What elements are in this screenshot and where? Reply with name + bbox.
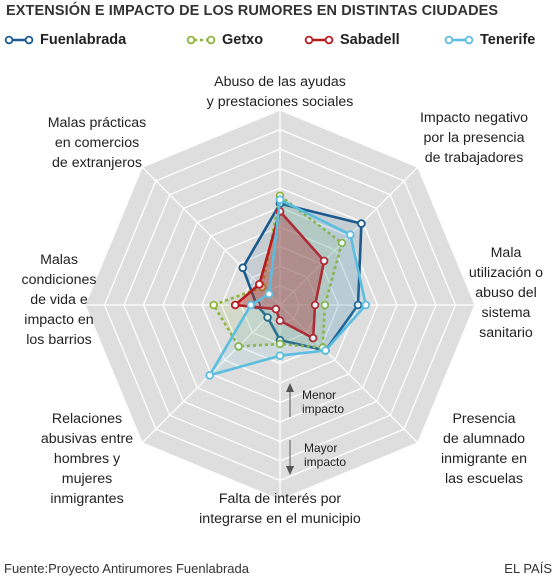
axis-label-1: Abuso de las ayudas y prestaciones social… (190, 72, 370, 112)
axis-label-line: por la presencia (423, 130, 525, 146)
axis-label-line: Mala (490, 245, 522, 261)
data-point (345, 230, 355, 240)
less-impact-note: Menor impacto (302, 388, 344, 416)
axis-label-6: Relaciones abusivas entre hombres y mujeres… (18, 409, 156, 509)
data-point (320, 300, 330, 310)
series-tenerife (205, 195, 371, 380)
legend-item-getxo: Getxo (186, 30, 263, 50)
more-impact-line2: impacto (304, 455, 347, 469)
data-point (205, 370, 215, 380)
legend-swatch (186, 35, 216, 45)
axis-label-line: abuso del (475, 285, 537, 301)
data-point (263, 313, 272, 322)
axis-label-line: sistema (481, 305, 531, 321)
data-point (308, 333, 318, 343)
axis-label-line: Malas (40, 252, 78, 268)
data-point (321, 346, 330, 355)
legend-swatch (4, 35, 34, 45)
axis-label-7: Malas condiciones de vida e impacto en los b… (0, 250, 118, 350)
axis-label-line: de extranjeros (52, 155, 142, 171)
data-point (275, 351, 285, 361)
axis-label-line: Malas prácticas (47, 115, 147, 131)
axis-label-line: de alumnado (442, 431, 526, 447)
data-point (234, 342, 243, 351)
axis-label-line: abusivas entre (40, 431, 134, 447)
axis-label-line: mujeres (61, 471, 113, 487)
series-area (209, 199, 366, 376)
axis-label-line: los barrios (26, 332, 92, 348)
brand-logo: EL PAÍS (504, 561, 552, 576)
axis-label-line: Impacto negativo (419, 110, 529, 126)
data-point (246, 300, 256, 310)
data-point (319, 256, 329, 266)
source-note: Fuente:Proyecto Antirumores Fuenlabrada (4, 561, 249, 576)
data-point (275, 195, 285, 205)
radar-spoke (279, 304, 419, 444)
legend-item-sabadell: Sabadell (304, 30, 400, 50)
axis-label-line: inmigrantes (50, 491, 124, 507)
data-point (271, 304, 281, 314)
legend-swatch (444, 35, 474, 45)
less-impact-arrowhead (286, 383, 294, 392)
legend-label: Tenerife (480, 32, 536, 48)
axis-label-line: impacto en (24, 312, 94, 328)
legend-item-tenerife: Tenerife (444, 30, 535, 50)
axis-label-3: Mala utilización o abuso del sistema sanitar… (456, 243, 556, 343)
axis-label-line: utilización o (468, 265, 544, 281)
data-point (264, 289, 274, 299)
axis-label-line: Presencia (452, 411, 516, 427)
data-point (209, 300, 219, 310)
axis-label-line: inmigrante en (441, 451, 527, 467)
data-point (353, 300, 363, 310)
axis-label-line: de vida e (30, 292, 88, 308)
axis-label-line: en comercios (54, 135, 140, 151)
axis-label-2: Impacto negativo por la presencia de traba… (396, 108, 552, 168)
legend-label: Getxo (222, 32, 264, 48)
axis-label-4: Presencia de alumnado inmigrante en las esc… (418, 409, 550, 489)
data-point (357, 219, 366, 228)
axis-label-line: Falta de interés por (218, 491, 342, 507)
axis-label-line: las escuelas (444, 471, 524, 487)
axis-label-line: Abuso de las ayudas (214, 74, 346, 90)
more-impact-note: Mayor impacto (304, 441, 346, 469)
axis-label-5: Falta de interés por integrarse en el mun… (172, 489, 388, 529)
data-point (230, 300, 240, 310)
axis-label-line: sanitario (479, 325, 533, 341)
data-point (361, 300, 371, 310)
legend-swatch (304, 35, 334, 45)
series-area (213, 195, 342, 348)
data-point (275, 339, 285, 349)
more-impact-line1: Mayor (304, 441, 338, 455)
axis-label-8: Malas prácticas en comercios de extranjero… (24, 113, 170, 173)
data-point (337, 238, 347, 248)
axis-label-line: y prestaciones sociales (206, 94, 354, 110)
axis-label-line: hombres y (53, 451, 121, 467)
legend-item-fuenlabrada: Fuenlabrada (4, 30, 126, 50)
axis-label-line: de trabajadores (424, 150, 524, 166)
data-point (254, 279, 264, 289)
data-point (275, 316, 285, 325)
axis-label-line: integrarse en el municipio (199, 511, 361, 527)
data-point (310, 300, 320, 310)
series-sabadell (230, 207, 329, 343)
more-impact-arrowhead (286, 466, 294, 475)
less-impact-line1: Menor (302, 388, 337, 402)
data-point (238, 263, 248, 273)
legend-label: Fuenlabrada (40, 32, 127, 48)
axis-label-line: Relaciones (51, 411, 123, 427)
legend: Fuenlabrada Getxo Sabadell Tenerife (4, 30, 556, 50)
legend-label: Sabadell (340, 32, 400, 48)
chart-title: EXTENSIÓN E IMPACTO DE LOS RUMORES EN DI… (6, 3, 499, 19)
less-impact-line2: impacto (302, 402, 345, 416)
axis-label-line: condiciones (21, 272, 97, 288)
